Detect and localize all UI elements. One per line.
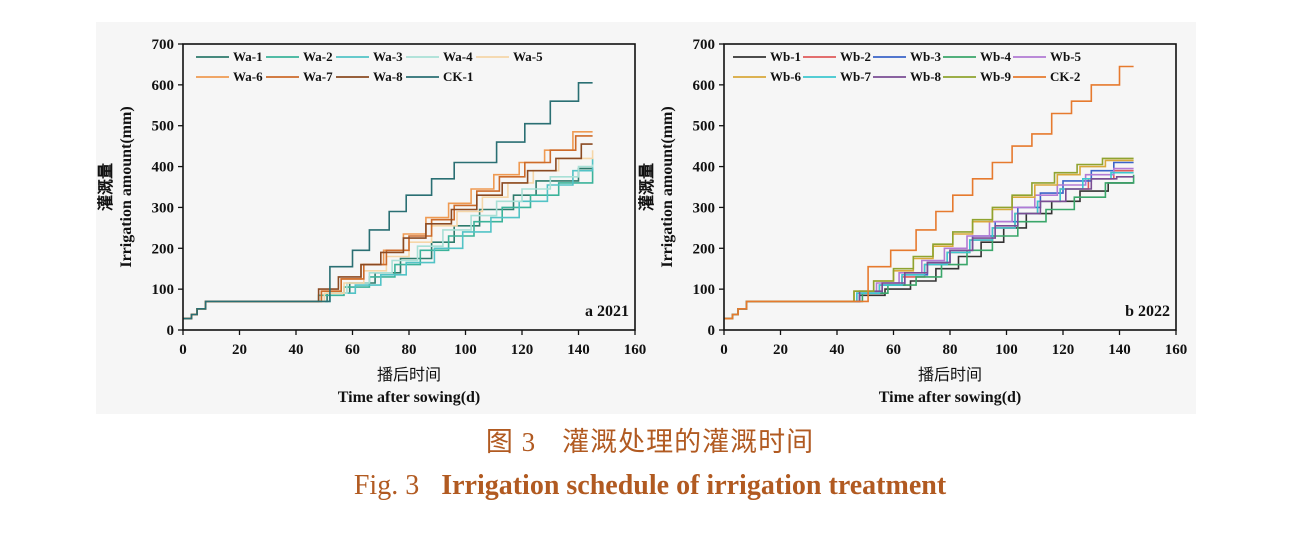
series-line-wb-6: [724, 159, 1134, 320]
series-line-wb-2: [724, 169, 1134, 320]
x-tick-label: 60: [886, 342, 901, 358]
figure-title-cn: 灌溉处理的灌溉时间: [562, 427, 815, 457]
x-tick-label: 20: [232, 342, 247, 358]
legend-label-ck-1: CK-1: [443, 69, 473, 84]
x-tick-label: 40: [830, 342, 845, 358]
legend-label-wa-6: Wa-6: [233, 69, 263, 84]
x-tick-label: 60: [345, 342, 360, 358]
y-tick-label: 100: [693, 282, 716, 298]
x-tick-label: 100: [995, 342, 1018, 358]
figure-number-cn: 图 3: [485, 427, 537, 457]
figure-title-en: Irrigation schedule of irrigation treatm…: [441, 470, 947, 501]
y-tick-label: 600: [152, 78, 175, 94]
x-axis-label: Time after sowing(d): [338, 389, 481, 406]
plot-frame: [182, 43, 636, 331]
x-tick-label: 120: [511, 342, 534, 358]
legend-label-wb-7: Wb-7: [840, 69, 872, 84]
y-tick-label: 500: [693, 119, 716, 135]
series-line-wa-7: [183, 135, 593, 320]
legend-label-wa-3: Wa-3: [373, 49, 403, 64]
figure-caption-en: Fig. 3 Irrigation schedule of irrigation …: [0, 470, 1300, 502]
x-tick-label: 120: [1052, 342, 1075, 358]
y-tick-label: 700: [152, 37, 175, 53]
series-line-wb-8: [724, 176, 1134, 320]
legend-label-wb-1: Wb-1: [770, 49, 801, 64]
legend-label-wb-6: Wb-6: [770, 69, 802, 84]
series-line-wa-5: [183, 150, 594, 320]
legend-label-wb-9: Wb-9: [980, 69, 1012, 84]
y-axis-label: Irrigation amount(mm): [118, 106, 135, 267]
legend-label-wb-5: Wb-5: [1050, 49, 1082, 64]
x-tick-label: 0: [179, 342, 187, 358]
y-axis-label: Irrigation amount(mm): [659, 106, 676, 267]
y-tick-label: 0: [708, 323, 716, 339]
legend: Wb-1 Wb-2 Wb-3 Wb-4 Wb-5 Wb-6 Wb-7 Wb-8 Wb-9 CK-2: [733, 49, 1082, 84]
legend-label-wa-4: Wa-4: [443, 49, 473, 64]
legend-label-wb-3: Wb-3: [910, 49, 942, 64]
legend-label-wa-8: Wa-8: [373, 69, 403, 84]
legend-label-wa-2: Wa-2: [303, 49, 333, 64]
y-tick-label: 100: [152, 282, 175, 298]
series-line-wb-3: [724, 161, 1134, 320]
y-tick-label: 700: [693, 37, 716, 53]
y-tick-label: 500: [152, 119, 175, 135]
x-tick-label: 20: [773, 342, 788, 358]
legend-label-wb-8: Wb-8: [910, 69, 942, 84]
legend-label-wa-5: Wa-5: [513, 49, 543, 64]
y-tick-label: 300: [693, 200, 716, 216]
legend-label-ck-2: CK-2: [1050, 69, 1080, 84]
series-line-wb-1: [724, 182, 1134, 320]
x-tick-label: 80: [402, 342, 417, 358]
legend-label-wb-4: Wb-4: [980, 49, 1012, 64]
legend-label-wb-2: Wb-2: [840, 49, 871, 64]
figure-number-en: Fig. 3: [353, 470, 420, 501]
series-line-wa-1: [183, 167, 593, 320]
x-tick-label: 140: [567, 342, 590, 358]
panel-label: a 2021: [585, 303, 629, 320]
x-axis-label: Time after sowing(d): [879, 389, 1022, 406]
series-line-wa-4: [183, 164, 594, 320]
series-line-ck-2: [724, 65, 1134, 320]
y-tick-label: 0: [167, 323, 175, 339]
legend-label-wa-7: Wa-7: [303, 69, 333, 84]
chart-panel-b: 0 20 40 60 80 100 120 140 160 0 100 200 300 400 500 600…: [637, 37, 1187, 406]
y-tick-label: 600: [693, 78, 716, 94]
x-axis-label-cn: 播后时间: [377, 366, 441, 384]
series-line-ck-1: [183, 82, 593, 320]
x-tick-label: 160: [1165, 342, 1188, 358]
y-tick-label: 400: [152, 160, 175, 176]
x-tick-label: 0: [720, 342, 728, 358]
figure-caption-cn: 图 3 灌溉处理的灌溉时间: [0, 420, 1300, 459]
x-tick-label: 160: [624, 342, 647, 358]
x-axis-label-cn: 播后时间: [918, 366, 982, 384]
y-tick-label: 400: [693, 160, 716, 176]
panel-label: b 2022: [1125, 303, 1170, 320]
y-tick-label: 200: [152, 241, 175, 257]
series-line-wb-5: [724, 167, 1134, 320]
series-line-wb-9: [724, 157, 1134, 320]
series-line-wb-4: [724, 174, 1135, 320]
chart-panel-a: 0 20 40 60 80 100 120 140 160 0 100 200 300 400 500 600…: [96, 37, 646, 406]
x-tick-label: 140: [1108, 342, 1131, 358]
y-axis-label-cn: 灌溉量: [637, 163, 656, 211]
y-tick-label: 200: [693, 241, 716, 257]
series-line-wb-7: [724, 171, 1134, 320]
x-tick-label: 100: [454, 342, 477, 358]
series-line-wa-8: [183, 143, 593, 320]
x-tick-label: 40: [289, 342, 304, 358]
legend-label-wa-1: Wa-1: [233, 49, 263, 64]
series-line-wa-6: [183, 131, 593, 320]
y-tick-label: 300: [152, 200, 175, 216]
y-axis-label-cn: 灌溉量: [96, 163, 115, 211]
legend: Wa-1 Wa-2 Wa-3 Wa-4 Wa-5 Wa-6 Wa-7 Wa-8 CK-1: [196, 49, 543, 84]
figure-charts: 0 20 40 60 80 100 120 140 1600100200300400500600…: [96, 37, 1187, 406]
x-tick-label: 80: [943, 342, 958, 358]
series-line-wa-2: [183, 168, 594, 320]
